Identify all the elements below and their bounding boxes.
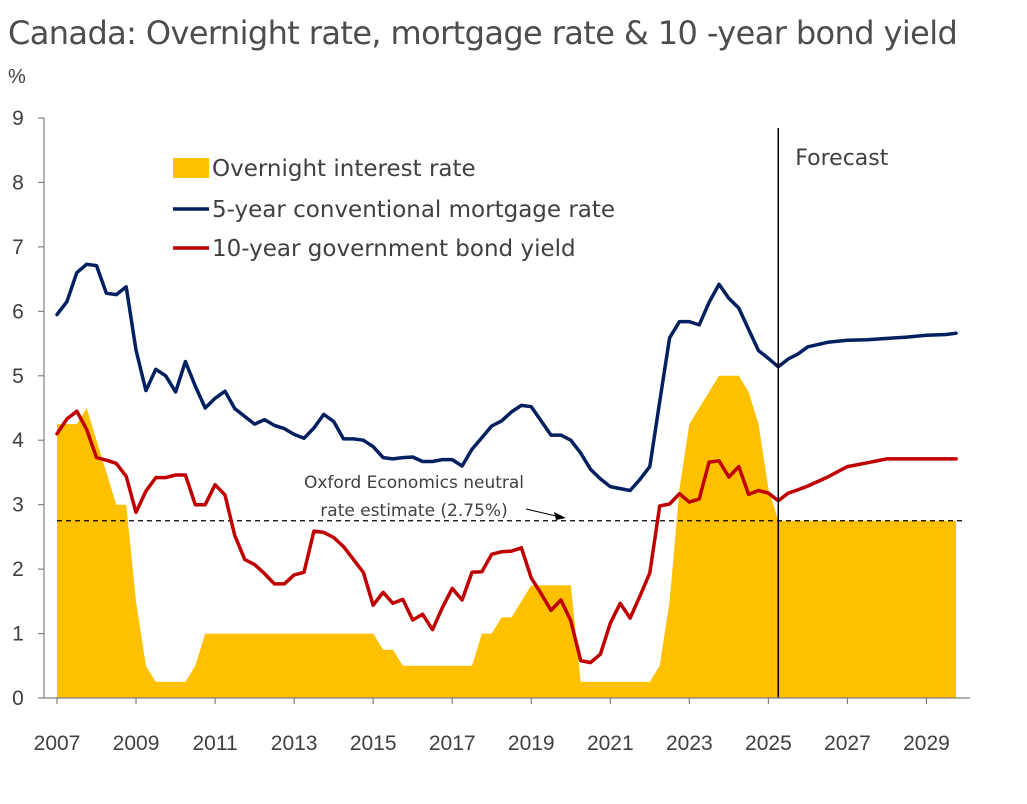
mortgage-rate-line xyxy=(55,262,958,493)
overnight-area-layer xyxy=(57,375,957,698)
neutral-rate-arrow-shaft xyxy=(525,508,557,517)
chart-title: Canada: Overnight rate, mortgage rate & … xyxy=(8,14,958,52)
y-tick-label: 5 xyxy=(12,365,24,388)
y-tick-label: 9 xyxy=(12,107,24,130)
y-tick-label: 8 xyxy=(12,171,24,194)
x-tick-label: 2009 xyxy=(113,732,160,755)
x-tick-label: 2021 xyxy=(587,732,634,755)
x-tick-label: 2011 xyxy=(193,732,238,755)
neutral-rate-label-line1: Oxford Economics neutral xyxy=(304,473,524,493)
neutral-rate-label-line2: rate estimate (2.75%) xyxy=(320,501,507,521)
x-tick-label: 2017 xyxy=(429,732,476,755)
legend-label: 5-year conventional mortgage rate xyxy=(212,197,615,223)
line-layer xyxy=(55,262,958,665)
x-tick-label: 2019 xyxy=(508,732,555,755)
axis-layer: 0 1 2 3 4 5 6 7 8 9 2007 2009 2011 2013 2015 2017 2019 20… xyxy=(12,107,970,755)
x-tick-label: 2029 xyxy=(903,732,950,755)
y-tick-label: 6 xyxy=(12,300,24,323)
legend: Overnight interest rate 5-year convention… xyxy=(173,156,615,262)
forecast-label: Forecast xyxy=(795,146,888,171)
x-tick-label: 2013 xyxy=(271,732,318,755)
y-axis-unit-label: % xyxy=(8,66,26,88)
y-tick-label: 1 xyxy=(12,623,24,646)
overnight-rate-area xyxy=(57,375,957,698)
bond-yield-line xyxy=(55,409,958,665)
y-tick-label: 3 xyxy=(12,494,24,517)
y-tick-label: 0 xyxy=(12,687,24,710)
y-tick-label: 7 xyxy=(12,236,24,259)
annotation-layer: Forecast Oxford Economics neutral rate est… xyxy=(304,146,889,521)
legend-label: Overnight interest rate xyxy=(212,156,476,182)
x-tick-label: 2027 xyxy=(824,732,871,755)
neutral-rate-arrow-head xyxy=(554,512,566,520)
x-tick-label: 2023 xyxy=(666,732,713,755)
x-tick-label: 2015 xyxy=(350,732,397,755)
x-tick-label: 2025 xyxy=(745,732,792,755)
y-tick-label: 4 xyxy=(12,429,24,452)
x-tick-label: 2007 xyxy=(34,732,81,755)
legend-label: 10-year government bond yield xyxy=(212,236,576,262)
legend-swatch-overnight xyxy=(173,158,209,178)
y-tick-label: 2 xyxy=(12,558,24,581)
